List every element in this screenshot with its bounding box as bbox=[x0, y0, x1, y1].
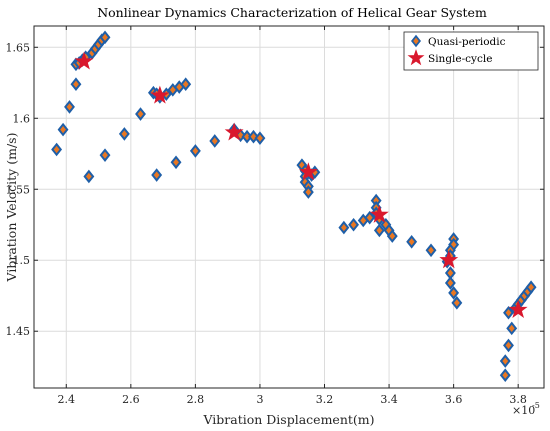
x-tick-label: 3.4 bbox=[380, 393, 398, 406]
quasi-periodic-point bbox=[506, 321, 518, 336]
y-tick-label: 1.5 bbox=[13, 254, 31, 267]
y-tick-label: 1.6 bbox=[13, 112, 31, 125]
quasi-periodic-point bbox=[503, 305, 514, 320]
quasi-periodic-point bbox=[209, 134, 221, 148]
quasi-periodic-point bbox=[99, 30, 111, 45]
legend: Quasi-periodic Single-cycle bbox=[403, 31, 539, 71]
x-tick-label: 2.4 bbox=[58, 393, 76, 406]
quasi-periodic-point bbox=[83, 169, 95, 184]
x-tick-label: 2.8 bbox=[187, 393, 205, 406]
quasi-periodic-point bbox=[170, 155, 182, 170]
quasi-periodic-point bbox=[302, 185, 314, 199]
single-cycle-point bbox=[224, 122, 244, 141]
single-cycle-point bbox=[298, 162, 318, 181]
single-cycle-point bbox=[439, 250, 459, 269]
x-axis-exponent: ×10 -5 bbox=[512, 401, 540, 417]
x-tick-label: 2.6 bbox=[122, 393, 140, 406]
quasi-periodic-point bbox=[499, 354, 511, 368]
quasi-periodic-point bbox=[448, 286, 460, 300]
quasi-periodic-point bbox=[70, 77, 82, 92]
quasi-periodic-point bbox=[444, 276, 456, 290]
data-marks bbox=[51, 30, 537, 383]
x-tick-label: 3.6 bbox=[445, 393, 463, 406]
legend-label-quasi-periodic: Quasi-periodic bbox=[428, 36, 506, 48]
quasi-periodic-point bbox=[425, 243, 437, 258]
quasi-periodic-point bbox=[373, 223, 385, 238]
quasi-periodic-point bbox=[499, 368, 511, 383]
x-exponent-power: -5 bbox=[532, 401, 540, 410]
x-tick-label: 3 bbox=[256, 393, 263, 406]
legend-symbol-single-cycle bbox=[407, 49, 425, 66]
quasi-periodic-point bbox=[135, 107, 146, 121]
quasi-periodic-point bbox=[180, 77, 192, 92]
single-cycle-point bbox=[74, 51, 94, 70]
quasi-periodic-point bbox=[406, 234, 418, 249]
legend-label-single-cycle: Single-cycle bbox=[428, 53, 492, 65]
quasi-periodic-point bbox=[118, 127, 130, 141]
x-tick-label: 3.2 bbox=[316, 393, 334, 406]
quasi-periodic-point bbox=[386, 229, 398, 243]
series-quasi-periodic bbox=[51, 30, 537, 383]
single-cycle-point bbox=[369, 204, 389, 223]
y-axis-ticks: 1.45 1.5 1.55 1.6 1.65 bbox=[6, 41, 544, 338]
quasi-periodic-point bbox=[189, 144, 201, 158]
single-cycle-point bbox=[508, 300, 528, 318]
quasi-periodic-point bbox=[451, 296, 463, 310]
quasi-periodic-point bbox=[151, 168, 163, 182]
y-tick-label: 1.65 bbox=[6, 41, 31, 54]
x-exponent-base: ×10 bbox=[512, 404, 535, 417]
legend-symbol-quasi-periodic bbox=[411, 34, 421, 48]
quasi-periodic-point bbox=[364, 210, 376, 225]
x-axis-ticks: 2.4 2.6 2.8 3 3.2 3.4 3.6 3.8 bbox=[58, 26, 527, 406]
y-tick-label: 1.55 bbox=[6, 183, 31, 196]
single-cycle-point bbox=[150, 85, 170, 104]
legend-box bbox=[403, 31, 539, 71]
legend-star-mark bbox=[407, 49, 425, 66]
quasi-periodic-point bbox=[57, 122, 69, 137]
x-axis-title: Vibration Displacement(m) bbox=[202, 412, 374, 427]
series-single-cycle bbox=[74, 51, 528, 318]
grid bbox=[34, 26, 544, 388]
y-axis-title: Vibration Velocity (m/s) bbox=[4, 133, 19, 283]
chart-title: Nonlinear Dynamics Characterization of H… bbox=[97, 5, 487, 20]
quasi-periodic-point bbox=[99, 148, 111, 162]
plot-frame bbox=[33, 25, 545, 389]
quasi-periodic-point bbox=[525, 280, 537, 295]
quasi-periodic-point bbox=[51, 142, 63, 157]
x-tick-label: 3.8 bbox=[509, 393, 527, 406]
y-tick-label: 1.45 bbox=[6, 325, 31, 338]
quasi-periodic-point bbox=[254, 131, 266, 145]
quasi-periodic-point bbox=[338, 220, 350, 235]
legend-diamond-mark bbox=[411, 34, 421, 48]
quasi-periodic-point bbox=[348, 217, 359, 232]
quasi-periodic-point bbox=[64, 100, 75, 114]
quasi-periodic-point bbox=[503, 338, 514, 353]
